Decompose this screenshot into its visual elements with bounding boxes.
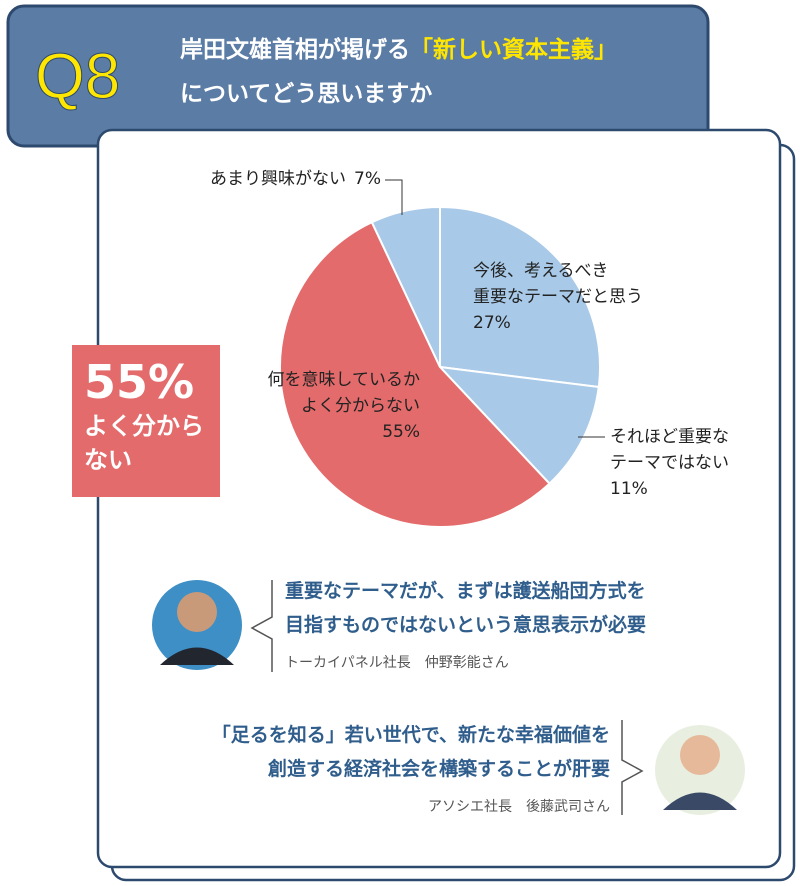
- speaker: アソシエ社長 後藤武司さん: [428, 799, 610, 815]
- title-highlight: 「新しい資本主義」: [410, 37, 617, 63]
- category-label: 何を意味しているか よく分からない: [267, 370, 421, 416]
- value-label: 7%: [354, 169, 381, 189]
- title-part: についてどう思いますか: [180, 81, 433, 107]
- portrait-suit: [160, 647, 234, 665]
- portrait-suit: [663, 792, 737, 810]
- slice-label: あまり興味がない 7%: [210, 166, 381, 192]
- pie-slice: [279, 220, 551, 528]
- pie: [279, 205, 601, 528]
- slice-label: それほど重要な テーマではない 11%: [610, 424, 729, 502]
- portrait-face: [177, 592, 217, 632]
- slice-label: 今後、考えるべき 重要なテーマだと思う 27%: [473, 258, 643, 336]
- slice-label: 何を意味しているか よく分からない 55%: [268, 367, 421, 445]
- speaker: トーカイパネル社長 仲野彰能さん: [285, 655, 509, 671]
- callout-value: 55%: [84, 355, 195, 409]
- value-label: 27%: [473, 313, 511, 333]
- pie-slice: [370, 205, 441, 368]
- bracket: [250, 580, 273, 672]
- callout: 55% よく分から ない: [72, 345, 220, 497]
- question-title: 岸田文雄首相が掲げる「新しい資本主義」 についてどう思いますか: [180, 28, 617, 116]
- pie-slice: [437, 365, 600, 486]
- quote: 「足るを知る」若い世代で、新たな幸福価値を 創造する経済社会を構築することが肝要: [211, 724, 610, 780]
- pie-slice: [439, 205, 601, 389]
- value-label: 11%: [610, 479, 648, 499]
- category-label: 今後、考えるべき 重要なテーマだと思う: [473, 261, 643, 307]
- value-label: 55%: [382, 422, 420, 442]
- quote: 重要なテーマだが、まずは護送船団方式を 目指すものではないという意思表示が必要: [285, 580, 647, 636]
- callout-text: よく分から ない: [84, 412, 204, 474]
- bracket: [621, 720, 644, 815]
- category-label: あまり興味がない: [210, 169, 346, 189]
- leader-line: [385, 179, 403, 215]
- title-part: 岸田文雄首相が掲げる: [180, 37, 410, 63]
- category-label: それほど重要な テーマではない: [610, 427, 729, 473]
- question-number: Q8: [35, 40, 120, 112]
- portrait-face: [680, 735, 720, 775]
